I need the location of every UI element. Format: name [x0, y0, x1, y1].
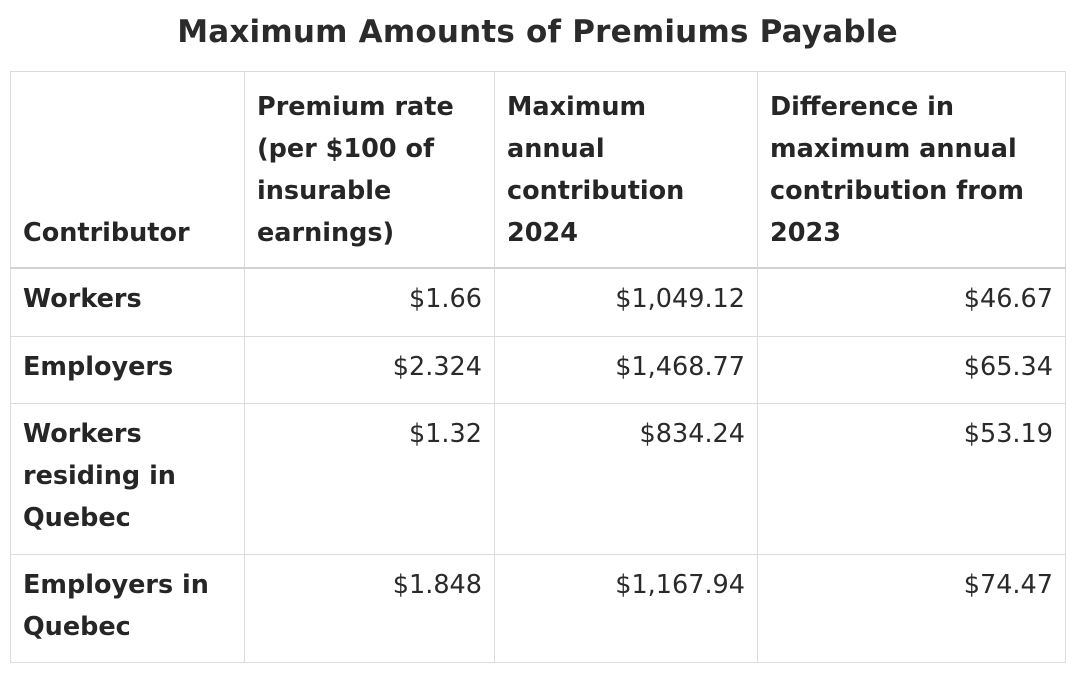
contributor-cell: Workers residing in Quebec: [10, 402, 245, 555]
rate-cell: $1.848: [244, 553, 495, 663]
max-contribution-cell: $1,049.12: [494, 267, 758, 337]
table-header: Contributor Premium rate (per $100 of in…: [10, 71, 1066, 269]
header-row: Contributor Premium rate (per $100 of in…: [10, 71, 1066, 269]
difference-cell: $46.67: [757, 267, 1066, 337]
table-row: Employers $2.324 $1,468.77 $65.34: [10, 335, 1066, 404]
header-max-annual-contribution: Maximum annual contribution 2024: [494, 71, 758, 269]
difference-cell: $65.34: [757, 335, 1066, 404]
table-row: Workers $1.66 $1,049.12 $46.67: [10, 267, 1066, 337]
premiums-table: Contributor Premium rate (per $100 of in…: [10, 71, 1066, 663]
rate-cell: $1.66: [244, 267, 495, 337]
rate-cell: $1.32: [244, 402, 495, 555]
header-contributor: Contributor: [10, 71, 245, 269]
table-title: Maximum Amounts of Premiums Payable: [177, 14, 898, 50]
difference-cell: $53.19: [757, 402, 1066, 555]
header-difference-from-2023: Difference in maximum annual contributio…: [757, 71, 1066, 269]
contributor-cell: Employers in Quebec: [10, 553, 245, 663]
difference-cell: $74.47: [757, 553, 1066, 663]
max-contribution-cell: $1,167.94: [494, 553, 758, 663]
max-contribution-cell: $834.24: [494, 402, 758, 555]
contributor-cell: Employers: [10, 335, 245, 404]
table-body: Workers $1.66 $1,049.12 $46.67 Employers…: [10, 267, 1066, 663]
table-row: Employers in Quebec $1.848 $1,167.94 $74…: [10, 553, 1066, 663]
rate-cell: $2.324: [244, 335, 495, 404]
table-row: Workers residing in Quebec $1.32 $834.24…: [10, 402, 1066, 555]
max-contribution-cell: $1,468.77: [494, 335, 758, 404]
contributor-cell: Workers: [10, 267, 245, 337]
header-premium-rate: Premium rate (per $100 of insurable earn…: [244, 71, 495, 269]
